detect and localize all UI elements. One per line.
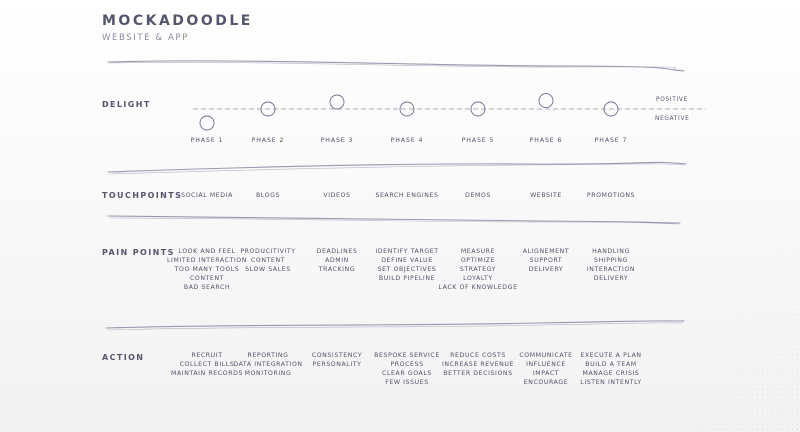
pain-point-item: DEFINE VALUE [381, 257, 433, 264]
pain-point-item: CONTENT [250, 257, 286, 264]
touchpoint-item: WEBSITE [530, 192, 562, 199]
action-item: EXECUTE A PLAN [580, 352, 642, 359]
action-item: BESPOKE SERVICE [374, 352, 440, 359]
touchpoint-item: VIDEOS [323, 192, 351, 199]
pain-point-item: HANDLING [592, 248, 630, 255]
pain-point-item: ALIGNEMENT [522, 248, 570, 255]
action-item: IMPACT [532, 370, 560, 377]
brand-title: MOCKADOODLE [102, 13, 253, 29]
delight-point [199, 115, 215, 131]
phase-label: PHASE 3 [320, 137, 354, 144]
pain-point-item: DELIVERY [593, 275, 629, 282]
delight-point [329, 94, 345, 110]
dotted-pattern-decoration [660, 252, 800, 432]
touchpoint-item: PROMOTIONS [586, 192, 636, 199]
action-item: MAINTAIN RECORDS [171, 370, 243, 377]
touchpoints-label: TOUCHPOINTS [102, 191, 183, 200]
action-item: PROCESS [390, 361, 424, 368]
phase-label: PHASE 4 [390, 137, 424, 144]
pain-points-label: PAIN POINTS [102, 248, 175, 257]
pain-point-item: SET OBJECTIVES [377, 266, 437, 273]
pain-point-item: LACK OF KNOWLEDGE [438, 284, 518, 291]
action-item: COMMUNICATE [519, 352, 573, 359]
action-item: MONITORING [244, 370, 292, 377]
pain-point-item: SUPPORT [529, 257, 563, 264]
action-item: MANAGE CRISIS [582, 370, 640, 377]
touchpoint-item: DEMOS [465, 192, 491, 199]
touchpoint-item: SOCIAL MEDIA [181, 192, 233, 199]
phase-label: PHASE 6 [529, 137, 563, 144]
delight-point [260, 101, 276, 117]
touchpoint-item: BLOGS [255, 192, 281, 199]
action-item: DATA INTEGRATION [233, 361, 303, 368]
delight-label: DELIGHT [102, 100, 151, 109]
separator-lines [105, 60, 687, 331]
pain-point-item: ADMIN [325, 257, 349, 264]
delight-point [538, 93, 554, 109]
negative-label: NEGATIVE [655, 116, 690, 122]
phase-label: PHASE 5 [461, 137, 495, 144]
action-item: LISTEN INTENTLY [580, 379, 642, 386]
delight-point [603, 101, 619, 117]
action-item: CLEAR GOALS [382, 370, 432, 377]
action-item: REDUCE COSTS [450, 352, 506, 359]
pain-point-item: IDENTIFY TARGET [375, 248, 439, 255]
pain-point-item: INTERACTION [586, 266, 636, 273]
pain-point-item: OPTIMIZE [460, 257, 496, 264]
action-item: INCREASE REVENUE [441, 361, 515, 368]
pain-point-item: LOYALTY [463, 275, 493, 282]
action-item: REPORTING [247, 352, 289, 359]
pain-point-item: STRATEGY [459, 266, 497, 273]
brand-subtitle: WEBSITE & APP [102, 33, 189, 43]
pain-point-item: SHIPPING [594, 257, 628, 264]
action-item: RECRUIT [191, 352, 223, 359]
action-item: INFLUENCE [526, 361, 566, 368]
pain-point-item: TOO MANY TOOLS [174, 266, 240, 273]
action-item: CONSISTENCY [311, 352, 363, 359]
pain-point-item: TRACKING [318, 266, 356, 273]
pain-point-item: PRODUCITIVITY [240, 248, 296, 255]
pain-point-item: CONTENT [189, 275, 225, 282]
pain-point-item: SLOW SALES [245, 266, 291, 273]
action-item: PERSONALITY [312, 361, 362, 368]
positive-label: POSITIVE [656, 97, 688, 103]
action-label: ACTION [102, 353, 145, 362]
delight-point [470, 101, 486, 117]
pain-point-item: LIMITED INTERACTION [167, 257, 247, 264]
pain-point-item: BUILD PIPELINE [378, 275, 436, 282]
pain-point-item: MEASURE [460, 248, 496, 255]
phase-label: PHASE 1 [190, 137, 224, 144]
pain-point-item: DELIVERY [528, 266, 564, 273]
pain-point-item: DEADLINES [316, 248, 358, 255]
pain-point-item: LOOK AND FEEL [178, 248, 236, 255]
action-item: COLLECT BILLS [179, 361, 235, 368]
touchpoint-item: SEARCH ENGINES [375, 192, 439, 199]
pain-point-item: BAD SEARCH [183, 284, 231, 291]
action-item: BUILD A TEAM [585, 361, 637, 368]
action-item: BETTER DECISIONS [443, 370, 513, 377]
action-item: FEW ISSUES [385, 379, 429, 386]
phase-label: PHASE 2 [251, 137, 285, 144]
phase-label: PHASE 7 [594, 137, 628, 144]
delight-point [399, 101, 415, 117]
action-item: ENCOURAGE [523, 379, 569, 386]
